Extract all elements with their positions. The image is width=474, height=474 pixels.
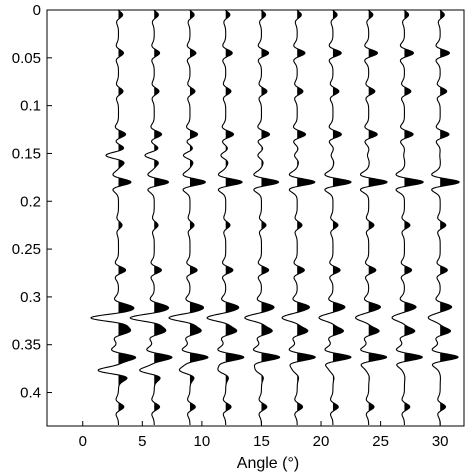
y-tick-label: 0.3 bbox=[20, 289, 41, 306]
trace-line bbox=[206, 9, 245, 426]
x-tick-label: 0 bbox=[79, 433, 87, 450]
trace-line bbox=[168, 9, 209, 426]
x-tick-label: 5 bbox=[138, 433, 146, 450]
trace-fill bbox=[440, 10, 460, 426]
trace-fill bbox=[332, 10, 352, 426]
trace-fills bbox=[118, 10, 460, 426]
y-tick-label: 0.4 bbox=[20, 385, 41, 402]
x-tick-label: 20 bbox=[313, 433, 330, 450]
x-axis-title: Angle (°) bbox=[237, 455, 299, 472]
x-axis: 0 5 10 15 20 25 30 bbox=[79, 421, 449, 450]
trace-line bbox=[355, 9, 388, 426]
trace-line bbox=[427, 9, 460, 426]
trace-line bbox=[281, 9, 316, 426]
trace-fill bbox=[189, 10, 208, 426]
y-tick-label: 0.1 bbox=[20, 98, 41, 115]
y-tick-label: 0.2 bbox=[20, 193, 41, 210]
x-tick-label: 25 bbox=[372, 433, 389, 450]
y-axis: 0 0.05 0.1 0.15 0.2 0.25 0.3 0.35 0.4 bbox=[12, 2, 52, 402]
trace-fill bbox=[368, 10, 388, 426]
y-tick-label: 0.05 bbox=[12, 50, 41, 67]
trace-fill bbox=[261, 10, 280, 426]
trace-line bbox=[129, 9, 173, 426]
trace-line bbox=[244, 9, 281, 426]
y-tick-label: 0.35 bbox=[12, 337, 41, 354]
plot-frame bbox=[46, 9, 465, 427]
trace-line bbox=[391, 9, 424, 426]
trace-fill bbox=[297, 10, 316, 426]
x-tick-label: 30 bbox=[432, 433, 449, 450]
x-tick-label: 15 bbox=[253, 433, 270, 450]
trace-line bbox=[318, 9, 352, 426]
trace-fill bbox=[404, 10, 424, 426]
trace-fill bbox=[154, 10, 173, 426]
y-tick-label: 0.15 bbox=[12, 145, 41, 162]
trace-line bbox=[90, 9, 137, 426]
x-tick-label: 10 bbox=[194, 433, 211, 450]
y-tick-label: 0.25 bbox=[12, 241, 41, 258]
trace-lines bbox=[90, 9, 460, 426]
y-tick-label: 0 bbox=[33, 2, 41, 19]
trace-fill bbox=[225, 10, 244, 426]
